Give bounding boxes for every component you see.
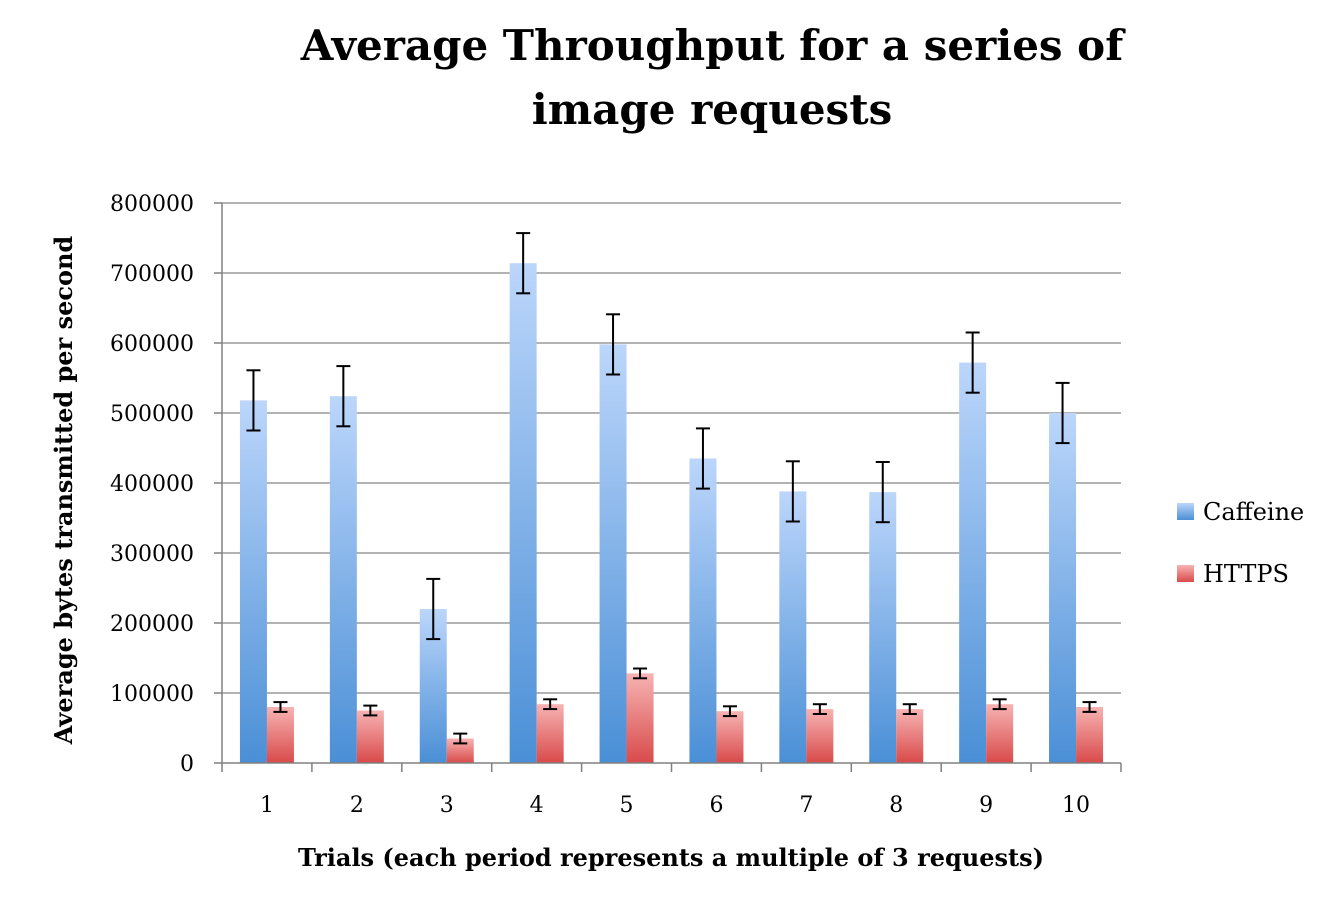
error-bar-caffeine-4 — [516, 232, 531, 295]
x-tick-label: 7 — [799, 793, 813, 818]
legend-swatch — [1177, 503, 1194, 520]
error-bar-https-7 — [812, 703, 827, 715]
bar-caffeine-5 — [599, 344, 627, 763]
error-bar-https-5 — [633, 667, 648, 680]
y-tick-label: 300000 — [110, 542, 194, 567]
error-bar-caffeine-2 — [336, 365, 351, 428]
bar-caffeine-10 — [1049, 413, 1077, 763]
y-tick-label: 500000 — [110, 402, 194, 427]
bar-https-6 — [716, 711, 744, 763]
error-bar-caffeine-5 — [606, 313, 621, 376]
error-bar-https-10 — [1082, 701, 1097, 713]
gridlines — [222, 202, 1121, 694]
chart-title-line-2: image requests — [532, 85, 893, 134]
error-bar-https-1 — [273, 701, 288, 713]
bar-https-2 — [356, 710, 384, 763]
bar-caffeine-2 — [329, 396, 357, 763]
error-bar-caffeine-9 — [965, 331, 980, 394]
x-tick-label: 2 — [350, 793, 364, 818]
legend-label: HTTPS — [1203, 560, 1289, 588]
y-tick-label: 700000 — [110, 262, 194, 287]
bar-https-5 — [626, 673, 654, 763]
error-bar-https-3 — [453, 732, 468, 745]
bar-caffeine-4 — [509, 263, 537, 763]
x-axis-title: Trials (each period represents a multipl… — [298, 843, 1044, 872]
y-tick-labels: 0 100000 200000 300000 400000 500000 600000 700… — [110, 192, 194, 777]
error-bar-caffeine-7 — [785, 460, 800, 523]
x-tick-label: 9 — [979, 793, 993, 818]
y-axis-title: Average bytes transmitted per second — [49, 236, 78, 746]
chart-title-line-1: Average Throughput for a series of — [300, 21, 1126, 70]
x-tick-label: 10 — [1062, 793, 1090, 818]
error-bar-https-6 — [722, 705, 737, 718]
bar-caffeine-7 — [779, 491, 807, 763]
error-bar-caffeine-8 — [875, 461, 890, 524]
legend-item-caffeine: Caffeine — [1177, 498, 1304, 526]
error-bar-caffeine-10 — [1055, 381, 1070, 445]
legend-label: Caffeine — [1203, 498, 1304, 526]
x-tick-label: 5 — [620, 793, 634, 818]
bars-group — [239, 263, 1104, 763]
bar-https-4 — [536, 704, 564, 763]
x-tick-label: 8 — [889, 793, 903, 818]
y-tick-label: 100000 — [110, 682, 194, 707]
bar-caffeine-8 — [869, 492, 897, 763]
bar-https-10 — [1076, 707, 1104, 763]
bar-caffeine-1 — [239, 400, 267, 763]
legend-swatch — [1177, 565, 1194, 582]
legend-item-https: HTTPS — [1177, 560, 1289, 588]
y-tick-label: 400000 — [110, 472, 194, 497]
y-tick-label: 800000 — [110, 192, 194, 217]
error-bar-caffeine-6 — [695, 427, 710, 490]
y-tick-label: 0 — [180, 752, 194, 777]
error-bar-caffeine-1 — [246, 369, 261, 432]
y-tick-label: 600000 — [110, 332, 194, 357]
error-bar-https-8 — [902, 703, 917, 715]
x-tick-labels: 1 2 3 4 5 6 7 8 9 10 — [260, 793, 1090, 818]
x-tick-label: 6 — [709, 793, 723, 818]
y-tick-label: 200000 — [110, 612, 194, 637]
x-tick-label: 3 — [440, 793, 454, 818]
error-bar-caffeine-3 — [426, 577, 441, 641]
bar-caffeine-9 — [959, 362, 987, 763]
bar-https-9 — [986, 704, 1014, 763]
error-bar-https-9 — [992, 698, 1007, 711]
error-bar-https-2 — [363, 704, 378, 717]
x-tick-label: 4 — [530, 793, 544, 818]
bar-https-1 — [266, 707, 294, 763]
bar-https-7 — [806, 709, 834, 763]
axes-group — [214, 202, 1122, 772]
error-bars-group — [246, 232, 1097, 745]
legend: Caffeine HTTPS — [1177, 498, 1304, 588]
error-bar-https-4 — [543, 698, 558, 711]
bar-https-8 — [896, 709, 924, 763]
bar-caffeine-6 — [689, 458, 717, 763]
x-tick-label: 1 — [260, 793, 274, 818]
